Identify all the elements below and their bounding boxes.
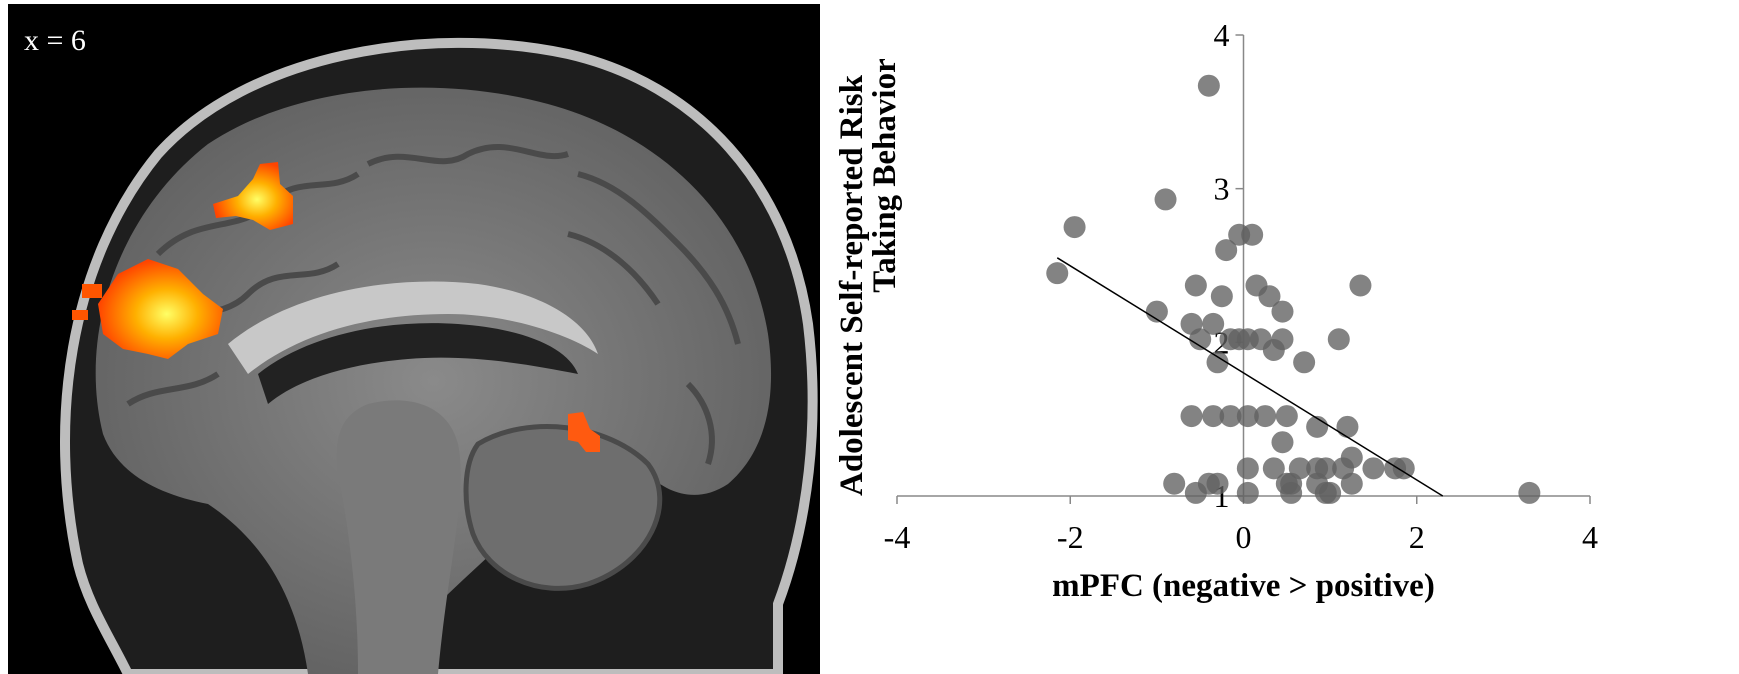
data-point — [1280, 481, 1303, 504]
data-point — [1236, 481, 1259, 504]
activation-cluster-dorsal — [213, 162, 293, 230]
data-point — [1206, 351, 1229, 374]
data-point — [1340, 472, 1363, 495]
data-point — [1206, 472, 1229, 495]
data-point — [1241, 223, 1264, 246]
trend-line — [1056, 257, 1444, 497]
x-tick-label: -4 — [884, 519, 911, 555]
data-point — [1293, 351, 1316, 374]
slice-coordinate-label: x = 6 — [24, 24, 86, 57]
y-axis-title: Adolescent Self-reported Risk Taking Beh… — [834, 58, 903, 496]
data-point — [1349, 274, 1372, 297]
data-point — [1327, 328, 1350, 351]
data-point — [1180, 405, 1203, 428]
data-point — [1392, 457, 1415, 480]
data-point — [1336, 415, 1359, 438]
y-axis-title-line-1: Adolescent Self-reported Risk — [834, 74, 870, 496]
scatter-chart-panel: Adolescent Self-reported Risk Taking Beh… — [820, 0, 1739, 674]
data-point — [1063, 216, 1086, 239]
data-point — [1145, 300, 1168, 323]
brainstem — [336, 400, 461, 674]
activation-cluster-mpfc — [98, 259, 223, 359]
brain-tissue — [95, 87, 772, 674]
data-point — [1184, 481, 1207, 504]
x-axis-title: mPFC (negative > positive) — [1052, 568, 1435, 604]
data-point — [1202, 312, 1225, 335]
x-tick-label: 4 — [1582, 519, 1598, 555]
data-point — [1154, 188, 1177, 211]
y-axis-title-line-2: Taking Behavior — [867, 58, 903, 292]
data-point — [1219, 405, 1242, 428]
data-point — [1184, 274, 1207, 297]
brain-slice-panel: x = 6 — [8, 4, 820, 674]
data-point — [1258, 285, 1281, 308]
data-point — [1275, 405, 1298, 428]
data-point — [1197, 74, 1220, 97]
brain-slice-image — [8, 4, 820, 674]
data-point — [1189, 328, 1212, 351]
data-point — [1210, 285, 1233, 308]
data-point — [1518, 481, 1541, 504]
activation-cluster-cerebellar — [568, 412, 600, 452]
corpus-callosum — [228, 281, 598, 374]
x-tick-label: 0 — [1236, 519, 1252, 555]
data-point — [1262, 457, 1285, 480]
data-point — [1215, 239, 1238, 262]
scatter-chart: Adolescent Self-reported Risk Taking Beh… — [834, 17, 1598, 604]
y-tick-label: 3 — [1214, 171, 1230, 207]
activation-clusters — [72, 162, 600, 452]
data-point — [1254, 405, 1277, 428]
x-tick-label: -2 — [1057, 519, 1084, 555]
data-point — [1202, 405, 1225, 428]
data-point — [1271, 300, 1294, 323]
data-point — [1262, 339, 1285, 362]
ventricle — [258, 323, 578, 404]
data-point — [1236, 405, 1259, 428]
data-point — [1319, 481, 1342, 504]
data-point — [1362, 457, 1385, 480]
data-point — [1271, 431, 1294, 454]
x-tick-label: 2 — [1409, 519, 1425, 555]
data-point — [1163, 472, 1186, 495]
y-tick-label: 4 — [1214, 17, 1230, 53]
data-point — [1236, 457, 1259, 480]
data-point — [1046, 262, 1069, 285]
